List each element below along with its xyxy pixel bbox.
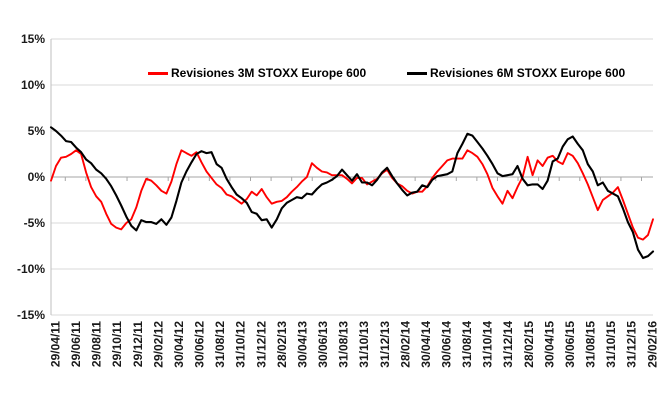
legend-label-3m: Revisiones 3M STOXX Europe 600 — [171, 66, 367, 80]
x-axis-label: 29/02/16 — [645, 321, 659, 368]
legend-label-6m: Revisiones 6M STOXX Europe 600 — [430, 66, 626, 80]
x-axis-label: 28/02/15 — [522, 321, 536, 368]
x-axis-label: 30/04/14 — [419, 321, 433, 368]
legend-item-3m: Revisiones 3M STOXX Europe 600 — [148, 66, 366, 80]
legend-line-6m-icon — [407, 71, 427, 75]
x-axis-label: 31/10/15 — [604, 321, 618, 368]
legend-line-3m-icon — [148, 71, 168, 75]
x-axis-label: 29/08/11 — [90, 321, 104, 367]
x-axis-label: 29/12/11 — [131, 321, 145, 367]
x-axis-label: 31/08/15 — [584, 321, 598, 368]
x-axis-label: 31/10/13 — [357, 321, 371, 368]
series-line-3m — [50, 149, 654, 241]
x-axis-label: 29/02/12 — [151, 321, 165, 368]
x-axis-label: 30/06/13 — [316, 321, 330, 368]
series-line-6m — [49, 126, 655, 260]
x-axis-label: 31/12/13 — [378, 321, 392, 368]
y-axis-label: -15% — [17, 308, 45, 322]
x-axis-label: 31/08/12 — [213, 321, 227, 368]
x-axis-label: 30/06/14 — [440, 321, 454, 368]
x-axis-label: 31/08/13 — [337, 321, 351, 368]
x-axis-label: 31/12/12 — [254, 321, 268, 368]
y-axis-label: 5% — [28, 124, 46, 138]
x-axis-label: 30/06/12 — [193, 321, 207, 368]
x-axis-label: 28/02/13 — [275, 321, 289, 368]
x-axis-label: 29/04/11 — [49, 321, 63, 367]
x-axis-label: 31/10/14 — [481, 321, 495, 368]
x-axis-label: 30/04/13 — [295, 321, 309, 368]
x-axis-label: 31/08/14 — [460, 321, 474, 368]
y-axis-label: 0% — [28, 170, 46, 184]
x-axis-label: 31/10/12 — [234, 321, 248, 368]
x-axis-label: 31/12/14 — [501, 321, 515, 368]
legend-item-6m: Revisiones 6M STOXX Europe 600 — [407, 66, 625, 80]
x-axis-label: 30/06/15 — [563, 321, 577, 368]
y-axis-label: -10% — [17, 262, 45, 276]
y-axis-label: 10% — [21, 78, 45, 92]
x-axis-label: 28/02/14 — [398, 321, 412, 368]
x-axis-label: 29/10/11 — [110, 321, 124, 367]
x-axis-label: 30/04/12 — [172, 321, 186, 368]
x-axis-label: 30/04/15 — [542, 321, 556, 368]
x-axis-label: 31/12/15 — [625, 321, 639, 368]
y-axis-label: 15% — [21, 32, 45, 46]
y-axis-label: -5% — [24, 216, 46, 230]
x-axis-label: 29/06/11 — [69, 321, 83, 367]
